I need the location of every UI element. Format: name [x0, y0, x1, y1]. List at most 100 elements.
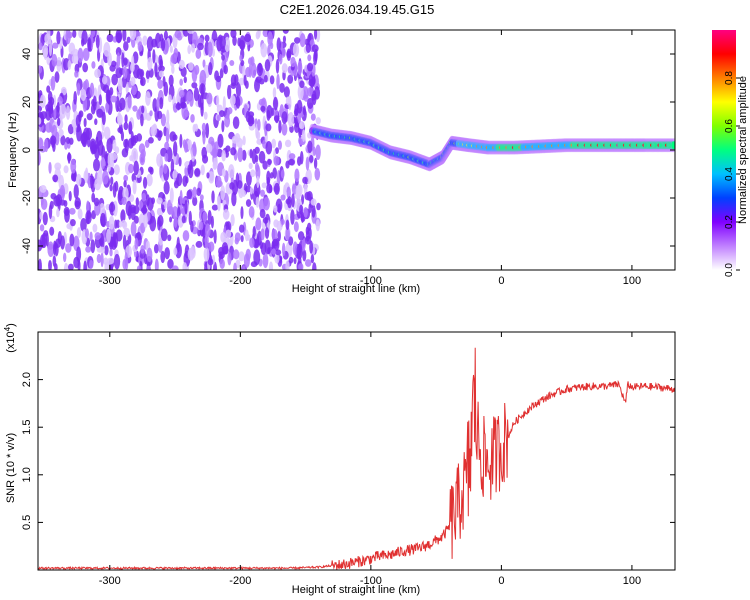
spectrogram-noise-cell	[308, 155, 314, 163]
spectrogram-noise-cell	[149, 167, 154, 175]
spectrogram-noise-cell	[123, 227, 131, 238]
spectrogram-noise-cell	[267, 158, 272, 166]
spectrogram-noise-cell	[303, 206, 308, 218]
spectrogram-noise-cell	[293, 221, 299, 233]
spectrogram-noise-cell	[164, 152, 169, 162]
spectrogram-noise-cell	[143, 213, 148, 228]
spectrogram-noise-cell	[124, 138, 129, 153]
spectrogram-noise-cell	[310, 254, 315, 264]
spectrogram-noise-cell	[41, 232, 47, 249]
spectrogram-noise-cell	[191, 82, 198, 89]
spectrogram-noise-cell	[192, 186, 197, 199]
spectrogram-noise-cell	[179, 189, 183, 206]
spectrogram-noise-cell	[163, 81, 169, 97]
spectrogram-noise-cell	[107, 257, 115, 265]
spectrogram-noise-cell	[233, 262, 237, 270]
spectrogram-noise-cell	[131, 55, 135, 70]
spectrogram-noise-cell	[252, 225, 256, 237]
spectrogram-noise-cell	[299, 204, 304, 215]
spectrogram-noise-cell	[169, 45, 173, 53]
spectrogram-noise-cell	[158, 65, 165, 72]
spectrogram-noise-cell	[160, 113, 167, 127]
spectrogram-noise-cell	[285, 260, 290, 270]
spectrogram-noise-cell	[316, 202, 321, 211]
spectrogram-noise-cell	[239, 35, 246, 51]
spectrogram-noise-cell	[257, 62, 263, 73]
spectrogram-noise-cell	[65, 243, 72, 253]
spectrogram-noise-cell	[109, 184, 113, 192]
spectrogram-noise-cell	[109, 64, 116, 72]
spectrogram-noise-cell	[156, 153, 163, 167]
spectrogram-noise-cell	[196, 187, 202, 197]
spectrogram-noise-cell	[190, 43, 196, 53]
spectrogram-noise-cell	[296, 243, 303, 260]
spectrogram-noise-cell	[38, 42, 43, 51]
spectrogram-noise-cell	[42, 211, 48, 226]
spectrogram-y-tick-label: 0	[21, 147, 33, 153]
spectrogram-noise-cell	[187, 164, 191, 175]
snr-plot-area	[38, 332, 675, 570]
spectrogram-noise-cell	[69, 207, 76, 215]
spectrogram-noise-cell	[267, 247, 271, 254]
spectrogram-noise-cell	[127, 94, 132, 109]
spectrogram-noise-cell	[194, 123, 199, 132]
spectrogram-noise-cell	[214, 141, 219, 154]
spectrogram-noise-cell	[152, 49, 156, 64]
spectrogram-noise-cell	[80, 218, 87, 232]
spectrogram-noise-cell	[40, 111, 48, 120]
spectrogram-noise-cell	[260, 105, 266, 112]
spectrogram-noise-cell	[286, 48, 292, 61]
spectrogram-noise-cell	[70, 158, 77, 174]
snr-y-tick-label: 2.0	[21, 372, 33, 387]
spectrogram-noise-cell	[271, 138, 277, 149]
spectrogram-noise-cell	[216, 114, 221, 122]
spectrogram-noise-cell	[268, 185, 273, 194]
spectrogram-noise-cell	[60, 135, 66, 146]
spectrogram-noise-cell	[262, 160, 268, 170]
spectrogram-noise-cell	[94, 68, 102, 79]
spectrogram-noise-cell	[286, 186, 291, 199]
spectrogram-noise-cell	[195, 240, 203, 248]
spectrogram-noise-cell	[164, 141, 170, 151]
spectrogram-noise-cell	[112, 232, 116, 248]
spectrogram-noise-cell	[215, 75, 222, 83]
spectrogram-noise-cell	[123, 180, 127, 188]
spectrogram-noise-cell	[230, 30, 237, 39]
spectrogram-noise-cell	[123, 121, 129, 131]
spectrogram-y-tick-label: 20	[21, 96, 33, 108]
spectrogram-y-tick-label: 40	[21, 48, 33, 60]
spectrogram-noise-cell	[271, 228, 278, 241]
spectrogram-noise-cell	[213, 156, 218, 170]
spectrogram-noise-cell	[202, 211, 208, 223]
spectrogram-noise-cell	[297, 60, 303, 75]
spectrogram-noise-cell	[306, 62, 314, 72]
spectrogram-noise-cell	[90, 173, 94, 190]
spectrogram-noise-cell	[277, 140, 282, 150]
spectrogram-noise-cell	[109, 249, 113, 257]
spectrogram-noise-cell	[142, 35, 148, 46]
spectrogram-noise-cell	[312, 262, 317, 270]
spectrogram-noise-cell	[157, 79, 164, 90]
spectrogram-noise-cell	[272, 167, 278, 179]
spectrogram-noise-cell	[167, 234, 172, 242]
snr-y-tick-label: 1.0	[21, 467, 33, 482]
spectrogram-noise-cell	[271, 248, 276, 255]
spectrogram-noise-cell	[137, 41, 143, 52]
spectrogram-noise-cell	[273, 182, 280, 195]
spectrogram-noise-cell	[288, 158, 295, 166]
spectrogram-noise-cell	[274, 147, 279, 154]
spectrogram-noise-cell	[129, 155, 134, 162]
spectrogram-noise-cell	[187, 44, 192, 55]
spectrogram-noise-cell	[219, 68, 224, 79]
spectrogram-noise-cell	[145, 91, 151, 106]
spectrogram-noise-cell	[115, 229, 123, 242]
spectrogram-noise-cell	[255, 217, 262, 231]
spectrogram-noise-cell	[203, 111, 208, 120]
spectrogram-x-tick-label: 100	[623, 275, 641, 287]
spectrogram-noise-cell	[217, 195, 221, 212]
spectrogram-noise-cell	[266, 104, 273, 119]
spectrogram-noise-cell	[291, 193, 295, 208]
spectrogram-noise-cell	[305, 156, 310, 171]
colorbar-axis: 0.0 0.2 0.4 0.6 0.8	[724, 71, 740, 277]
